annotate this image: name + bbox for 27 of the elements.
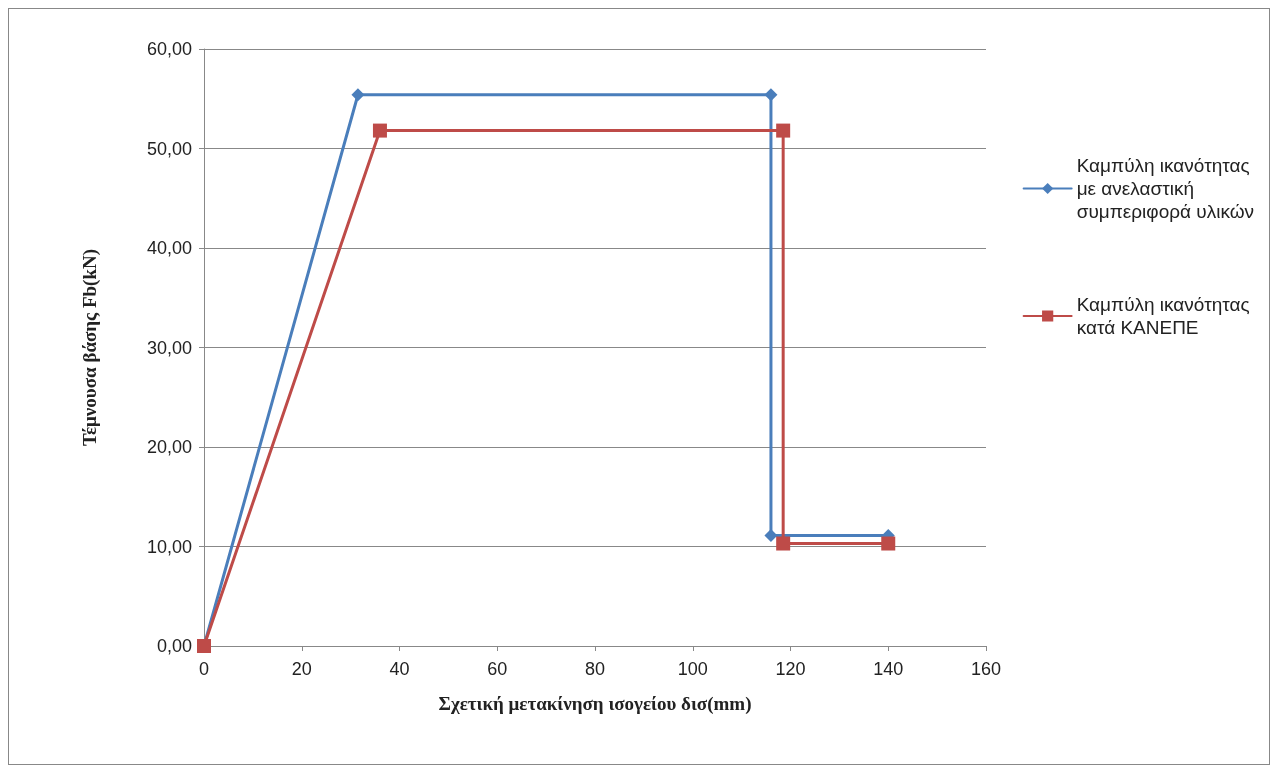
x-tick-label: 80	[584, 659, 606, 679]
point	[351, 88, 365, 102]
y-tick-label: 50,00	[146, 138, 192, 159]
x-tick-label: 20	[291, 659, 312, 679]
x-tick-label: 140	[873, 659, 904, 679]
y-tick-label: 10,00	[146, 536, 192, 557]
y-axis-title: Τέμνουσα βάσης Fb(kN)	[79, 249, 101, 446]
x-tick-label: 100	[677, 659, 708, 679]
y-tick-label: 0,00	[156, 636, 192, 656]
y-tick-label: 60,00	[146, 39, 192, 59]
y-tick-label: 40,00	[146, 238, 192, 258]
x-tick-label: 160	[970, 659, 1002, 679]
point	[764, 88, 778, 102]
legend-label: Καμπύλη ικανότητας με ανελαστική συμπεριφορά υλικών	[1076, 155, 1255, 222]
point	[776, 123, 791, 138]
x-tick-label: 40	[389, 659, 410, 679]
x-tick-label: 60	[487, 659, 508, 679]
point	[372, 123, 387, 138]
y-tick-label: 20,00	[146, 437, 192, 457]
x-axis-title: Σχετική μετακίνηση ισογείου δισ(mm)	[438, 693, 752, 715]
point	[776, 536, 791, 551]
point	[881, 536, 896, 551]
x-tick-label: 0	[198, 659, 210, 679]
legend-label: Καμπύλη ικανότητας κατά ΚΑΝΕΠΕ	[1076, 294, 1250, 338]
point	[764, 529, 778, 543]
y-tick-label: 30,00	[146, 337, 192, 358]
x-tick-label: 120	[775, 659, 806, 679]
